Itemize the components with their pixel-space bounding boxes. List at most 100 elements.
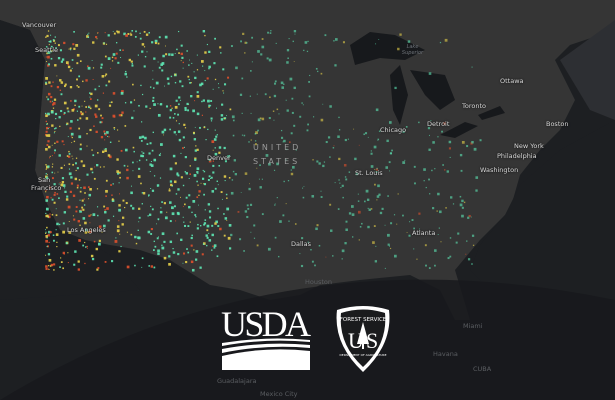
forest-data-point — [348, 212, 352, 215]
forest-data-point — [334, 64, 337, 67]
forest-data-point — [97, 32, 99, 34]
forest-data-point — [101, 150, 105, 153]
forest-data-point — [72, 43, 75, 46]
forest-data-point — [156, 223, 157, 225]
forest-data-point — [134, 235, 137, 239]
forest-data-point — [307, 123, 309, 126]
forest-data-point — [315, 67, 318, 70]
forest-data-point — [59, 89, 62, 91]
forest-data-point — [193, 71, 195, 73]
forest-data-point — [138, 104, 140, 107]
forest-data-point — [208, 158, 211, 161]
forest-data-point — [286, 148, 288, 151]
forest-data-point — [270, 30, 272, 32]
forest-data-point — [157, 42, 160, 45]
forest-data-point — [257, 129, 259, 132]
forest-data-point — [167, 82, 170, 85]
forest-data-point — [157, 249, 160, 253]
forest-data-point — [149, 170, 151, 172]
forest-data-point — [261, 45, 265, 49]
forest-data-point — [130, 32, 132, 34]
forest-data-point — [310, 248, 312, 251]
forest-data-point — [180, 99, 182, 101]
forest-data-point — [467, 258, 471, 261]
forest-data-point — [96, 188, 99, 190]
forest-data-point — [88, 32, 90, 34]
forest-data-point — [196, 112, 200, 116]
forest-data-point — [370, 150, 372, 152]
forest-data-point — [88, 214, 91, 217]
forest-data-point — [75, 44, 79, 47]
forest-data-point — [213, 138, 217, 141]
forest-data-point — [308, 95, 311, 98]
forest-data-point — [54, 42, 56, 44]
forest-data-point — [224, 160, 227, 163]
forest-data-point — [190, 260, 194, 264]
forest-data-point — [206, 236, 209, 239]
forest-data-point — [78, 239, 81, 242]
forest-data-point — [52, 39, 55, 41]
forest-data-point — [96, 163, 99, 167]
forest-data-point — [85, 111, 87, 113]
forest-data-point — [137, 175, 141, 178]
forest-data-point — [312, 159, 314, 161]
forest-data-point — [62, 184, 66, 187]
forest-data-point — [159, 103, 163, 106]
forest-data-point — [161, 62, 165, 65]
forest-data-point — [446, 170, 449, 173]
forest-data-point — [185, 172, 188, 175]
forest-data-point — [171, 206, 174, 210]
forest-data-point — [158, 236, 159, 238]
forest-data-point — [257, 50, 260, 53]
country-label-line1: UNITED — [253, 143, 302, 152]
forest-data-point — [432, 207, 435, 210]
forest-data-point — [73, 30, 75, 33]
forest-data-point — [199, 224, 202, 227]
forest-data-point — [105, 84, 108, 87]
forest-data-point — [106, 131, 109, 134]
forest-data-point — [62, 222, 65, 225]
forest-data-point — [165, 105, 169, 108]
city-label-havana: Havana — [433, 350, 458, 358]
forest-data-point — [337, 135, 340, 138]
forest-data-point — [450, 196, 453, 199]
forest-data-point — [183, 123, 186, 126]
forest-data-point — [45, 126, 49, 130]
forest-data-point — [302, 104, 304, 106]
forest-data-point — [243, 250, 245, 252]
forest-data-point — [274, 204, 276, 206]
forest-data-point — [224, 217, 228, 220]
forest-data-point — [178, 96, 181, 99]
forest-data-point — [202, 65, 204, 67]
forest-data-point — [152, 78, 154, 80]
forest-data-point — [439, 41, 442, 44]
forest-data-point — [91, 171, 94, 174]
forest-data-point — [97, 214, 99, 217]
forest-data-point — [56, 85, 60, 89]
forest-data-point — [74, 250, 77, 253]
forest-data-point — [244, 172, 248, 175]
forest-data-point — [77, 119, 79, 121]
forest-data-point — [280, 136, 284, 139]
forest-data-point — [206, 244, 208, 247]
forest-data-point — [150, 205, 152, 207]
forest-data-point — [434, 168, 436, 170]
forest-data-point — [159, 152, 161, 154]
forest-data-point — [150, 228, 153, 231]
forest-data-point — [67, 65, 71, 69]
forest-data-point — [72, 163, 74, 166]
forest-data-point — [343, 164, 347, 167]
forest-data-point — [102, 92, 105, 94]
forest-data-point — [475, 189, 478, 192]
forest-data-point — [141, 50, 144, 53]
forest-data-point — [90, 254, 94, 258]
forest-data-point — [204, 79, 206, 82]
forest-data-point — [48, 258, 52, 262]
forest-data-point — [46, 34, 49, 38]
forest-data-point — [215, 135, 218, 138]
forest-data-point — [45, 229, 46, 231]
forest-data-point — [224, 180, 226, 182]
forest-data-point — [108, 104, 112, 107]
forest-data-point — [253, 237, 256, 239]
